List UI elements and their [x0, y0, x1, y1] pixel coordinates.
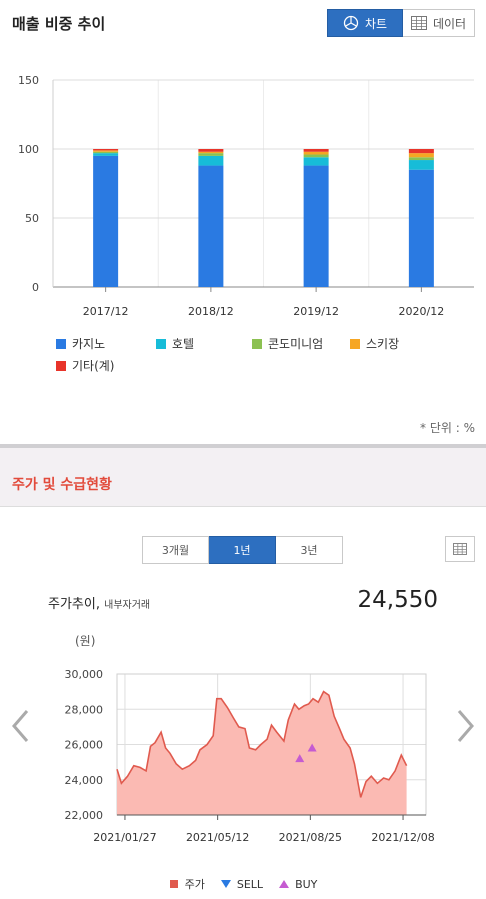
x-tick-label: 2018/12: [188, 305, 234, 318]
chart-view-label: 차트: [364, 16, 388, 31]
legend-swatch: [350, 338, 360, 349]
unit-note: * 단위 : %: [420, 421, 475, 435]
view-toggle: 차트 데이터: [327, 9, 475, 37]
bar-segment[interactable]: [303, 154, 329, 158]
chart-icon: [343, 15, 359, 31]
current-price: 24,550: [357, 587, 438, 613]
period-button[interactable]: 3년: [276, 536, 343, 564]
chevron-left-icon[interactable]: [9, 708, 31, 744]
bar-segment[interactable]: [198, 165, 224, 287]
bar-segment[interactable]: [93, 151, 119, 154]
bar-segment[interactable]: [408, 160, 434, 170]
data-view-label: 데이터: [432, 16, 467, 31]
stock-chart-legend: 주가 SELL BUY: [0, 876, 486, 892]
x-tick-label: 2021/12/08: [371, 831, 434, 844]
legend-item[interactable]: SELL: [220, 876, 264, 892]
chart-view-button[interactable]: 차트: [327, 9, 403, 37]
y-tick-label: 100: [18, 143, 39, 156]
price-unit: (원): [75, 634, 96, 648]
bar-segment[interactable]: [408, 149, 434, 154]
bar-segment[interactable]: [93, 153, 119, 156]
legend-label: 콘도미니엄: [268, 337, 324, 351]
period-button[interactable]: 3개월: [142, 536, 209, 564]
price-area: [117, 691, 407, 815]
stock-label-sub: 내부자거래: [104, 600, 151, 611]
bar-segment[interactable]: [93, 150, 119, 152]
table-icon: [453, 543, 467, 555]
bar-segment[interactable]: [303, 165, 329, 287]
period-selector: 3개월 1년 3년: [142, 536, 343, 564]
bar-segment[interactable]: [408, 153, 434, 158]
legend-label: 기타(계): [72, 359, 115, 373]
legend-label: 주가: [184, 878, 205, 891]
bar-segment[interactable]: [303, 151, 329, 155]
stock-section-title: 주가 및 수급현황: [12, 477, 112, 493]
data-view-button[interactable]: 데이터: [403, 9, 475, 37]
bar-segment[interactable]: [93, 149, 119, 151]
bar-segment[interactable]: [303, 149, 329, 152]
legend-item[interactable]: 콘도미니엄: [252, 335, 323, 352]
bar-segment[interactable]: [198, 151, 224, 154]
triangle-up-icon: [279, 880, 290, 888]
table-icon: [410, 16, 427, 30]
bar-segment[interactable]: [303, 157, 329, 166]
legend-label: BUY: [295, 877, 318, 891]
bar-segment[interactable]: [408, 157, 434, 161]
bar-segment[interactable]: [198, 155, 224, 166]
y-tick-label: 30,000: [65, 668, 104, 681]
x-tick-label: 2021/05/12: [186, 831, 249, 844]
legend-item[interactable]: BUY: [279, 876, 317, 892]
y-tick-label: 22,000: [65, 809, 104, 822]
legend-item[interactable]: 카지노: [56, 335, 105, 352]
chevron-right-icon[interactable]: [455, 708, 477, 744]
legend-label: 카지노: [72, 337, 106, 351]
price-line[interactable]: [116, 690, 408, 798]
y-tick-label: 28,000: [65, 703, 104, 716]
legend-swatch: [56, 360, 66, 371]
y-tick-label: 50: [25, 212, 39, 225]
y-tick-label: 24,000: [65, 774, 104, 787]
y-tick-label: 0: [32, 281, 39, 294]
sales-composition-section: 매출 비중 추이 차트 데이터 0 50 100 150 2017/12 2018/12 2…: [0, 0, 486, 444]
bar-segment[interactable]: [408, 169, 434, 287]
stock-section-header: 주가 및 수급현황: [0, 448, 486, 507]
x-tick-label: 2021/01/27: [93, 831, 156, 844]
buy-marker[interactable]: [295, 754, 305, 763]
legend-label: 스키장: [366, 337, 400, 351]
legend-label: SELL: [236, 877, 264, 891]
legend-item[interactable]: 호텔: [156, 335, 194, 352]
bar-segment[interactable]: [198, 149, 224, 152]
buy-marker[interactable]: [307, 743, 317, 752]
legend-swatch: [156, 338, 166, 349]
square-icon: [169, 880, 178, 888]
x-tick-label: 2017/12: [83, 305, 129, 318]
table-view-button[interactable]: [445, 536, 475, 562]
bar-segment[interactable]: [93, 155, 119, 287]
legend-swatch: [56, 338, 66, 349]
x-tick-label: 2021/08/25: [279, 831, 342, 844]
legend-item[interactable]: 주가: [169, 876, 205, 892]
legend-label: 호텔: [172, 337, 195, 351]
stock-label-main: 주가추이,: [48, 597, 100, 612]
stock-chart-label: 주가추이, 내부자거래: [48, 593, 150, 612]
y-tick-label: 26,000: [65, 739, 104, 752]
period-button[interactable]: 1년: [209, 536, 276, 564]
x-tick-label: 2020/12: [399, 305, 445, 318]
legend-swatch: [252, 338, 262, 349]
sales-composition-chart: 0 50 100 150 2017/12 2018/12 2019/12 2020/12: [18, 74, 474, 318]
legend-item[interactable]: 스키장: [350, 335, 399, 352]
triangle-down-icon: [220, 880, 231, 888]
legend-item[interactable]: 기타(계): [56, 357, 114, 374]
y-tick-label: 150: [18, 74, 39, 87]
sales-composition-title: 매출 비중 추이: [12, 15, 106, 33]
x-tick-label: 2019/12: [293, 305, 339, 318]
stock-price-chart: 22,000 24,000 26,000 28,000 30,000 2021/01/27…: [65, 668, 435, 844]
bar-segment[interactable]: [198, 153, 224, 156]
section-divider: [0, 444, 486, 448]
